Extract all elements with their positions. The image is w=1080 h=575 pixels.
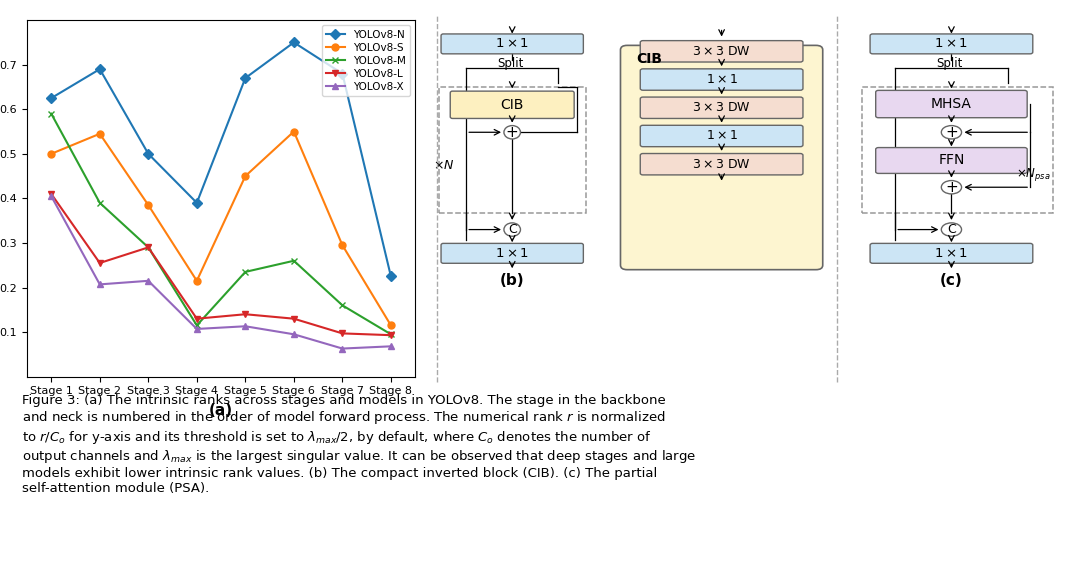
Text: C: C (508, 223, 516, 236)
YOLOv8-M (239, 269, 252, 275)
YOLOv8-L (190, 315, 203, 322)
Text: $3\times3$ DW: $3\times3$ DW (692, 101, 751, 114)
YOLOv8-L (287, 315, 300, 322)
Text: $1\times1$: $1\times1$ (705, 73, 738, 86)
Line: YOLOv8-M: YOLOv8-M (48, 110, 394, 338)
Text: $1\times1$: $1\times1$ (496, 37, 529, 51)
YOLOv8-N (336, 70, 349, 77)
YOLOv8-X (44, 193, 57, 200)
YOLOv8-S (93, 131, 106, 137)
YOLOv8-X (141, 277, 154, 284)
YOLOv8-X (287, 331, 300, 338)
YOLOv8-N (190, 200, 203, 206)
Text: $1\times1$: $1\times1$ (934, 37, 969, 51)
YOLOv8-N (239, 75, 252, 82)
Line: YOLOv8-X: YOLOv8-X (48, 193, 394, 352)
Text: $\times N$: $\times N$ (433, 159, 455, 172)
Text: (b): (b) (500, 273, 525, 288)
Text: $3\times3$ DW: $3\times3$ DW (692, 45, 751, 58)
Text: +: + (945, 125, 958, 140)
YOLOv8-N (93, 66, 106, 72)
YOLOv8-M (384, 331, 397, 338)
Text: (c): (c) (940, 273, 962, 288)
FancyBboxPatch shape (876, 148, 1027, 174)
YOLOv8-X (336, 345, 349, 352)
YOLOv8-X (384, 343, 397, 350)
Circle shape (504, 125, 521, 139)
YOLOv8-M (336, 302, 349, 309)
YOLOv8-X (190, 325, 203, 332)
FancyBboxPatch shape (870, 34, 1032, 54)
FancyBboxPatch shape (640, 125, 802, 147)
FancyBboxPatch shape (640, 69, 802, 90)
YOLOv8-S (287, 128, 300, 135)
Text: $1\times1$: $1\times1$ (705, 129, 738, 143)
Line: YOLOv8-N: YOLOv8-N (48, 39, 394, 280)
YOLOv8-M (93, 200, 106, 206)
YOLOv8-M (141, 244, 154, 251)
X-axis label: (a): (a) (210, 403, 233, 418)
YOLOv8-S (190, 277, 203, 284)
Circle shape (942, 181, 961, 194)
Text: FFN: FFN (939, 154, 964, 167)
YOLOv8-M (44, 110, 57, 117)
YOLOv8-N (44, 95, 57, 102)
Text: CIB: CIB (637, 52, 663, 66)
Legend: YOLOv8-N, YOLOv8-S, YOLOv8-M, YOLOv8-L, YOLOv8-X: YOLOv8-N, YOLOv8-S, YOLOv8-M, YOLOv8-L, … (322, 25, 410, 96)
Circle shape (942, 223, 961, 236)
YOLOv8-N (384, 273, 397, 280)
Text: Figure 3: (a) The intrinsic ranks across stages and models in YOLOv8. The stage : Figure 3: (a) The intrinsic ranks across… (22, 394, 696, 495)
Text: $1\times1$: $1\times1$ (934, 247, 969, 260)
YOLOv8-S (239, 172, 252, 179)
FancyBboxPatch shape (621, 45, 823, 270)
YOLOv8-S (141, 202, 154, 209)
Line: YOLOv8-L: YOLOv8-L (48, 190, 394, 339)
YOLOv8-L (93, 259, 106, 266)
FancyBboxPatch shape (441, 34, 583, 54)
FancyBboxPatch shape (876, 90, 1027, 118)
Text: $\times N_{psa}$: $\times N_{psa}$ (1015, 166, 1051, 183)
Text: Split: Split (497, 58, 524, 71)
Circle shape (942, 125, 961, 139)
YOLOv8-S (44, 150, 57, 157)
FancyBboxPatch shape (640, 154, 802, 175)
YOLOv8-L (384, 332, 397, 339)
YOLOv8-M (190, 322, 203, 329)
Text: Split: Split (936, 58, 962, 71)
FancyBboxPatch shape (870, 243, 1032, 263)
YOLOv8-L (336, 330, 349, 337)
YOLOv8-N (287, 39, 300, 46)
Circle shape (504, 223, 521, 236)
YOLOv8-X (93, 281, 106, 288)
FancyBboxPatch shape (640, 97, 802, 118)
YOLOv8-X (239, 323, 252, 329)
Text: MHSA: MHSA (931, 97, 972, 111)
FancyBboxPatch shape (441, 243, 583, 263)
Text: $3\times3$ DW: $3\times3$ DW (692, 158, 751, 171)
YOLOv8-S (384, 322, 397, 329)
YOLOv8-L (141, 244, 154, 251)
YOLOv8-L (44, 190, 57, 197)
YOLOv8-L (239, 310, 252, 317)
FancyBboxPatch shape (450, 91, 575, 118)
FancyBboxPatch shape (640, 41, 802, 62)
Text: +: + (505, 125, 518, 140)
YOLOv8-M (287, 258, 300, 264)
Line: YOLOv8-S: YOLOv8-S (48, 128, 394, 329)
Text: CIB: CIB (500, 98, 524, 112)
Text: C: C (947, 223, 956, 236)
Text: $1\times1$: $1\times1$ (496, 247, 529, 260)
Text: +: + (945, 180, 958, 195)
YOLOv8-N (141, 150, 154, 157)
YOLOv8-S (336, 242, 349, 248)
